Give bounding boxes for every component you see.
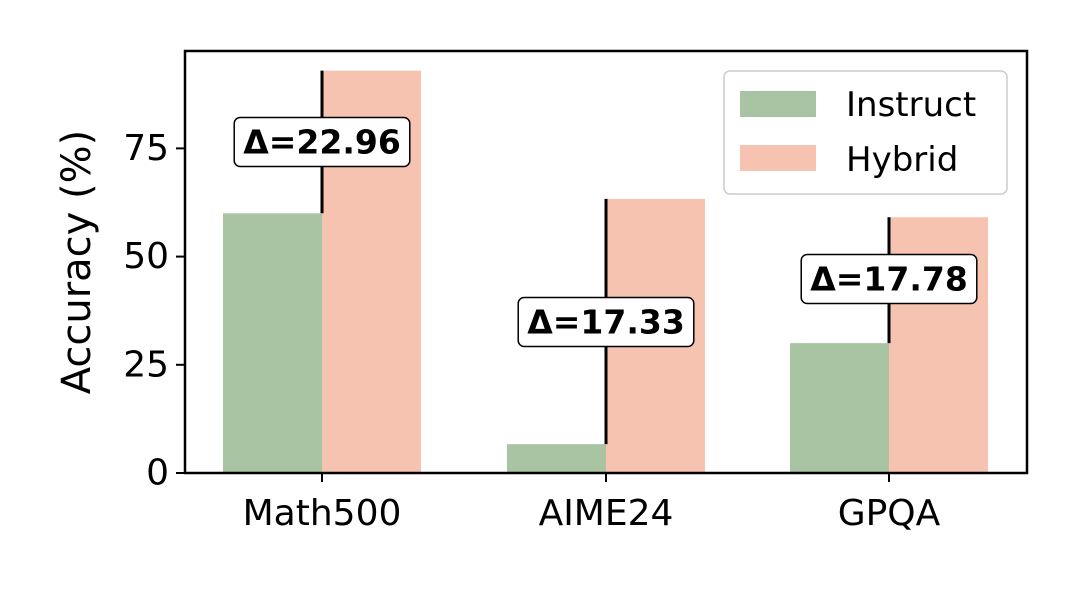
delta-label: Δ=17.78 (810, 260, 968, 299)
delta-annotation-gpqa: Δ=17.78 (800, 253, 978, 305)
delta-box (517, 296, 695, 348)
legend-swatch-instruct (740, 91, 816, 117)
y-tick-label-75: 75 (123, 128, 169, 169)
y-tick-label-50: 50 (123, 236, 169, 277)
x-tick-label-gpqa: GPQA (838, 493, 941, 534)
delta-label: Δ=17.33 (527, 303, 685, 342)
delta-box (233, 116, 411, 168)
x-axis: Math500 AIME24 GPQA (243, 473, 941, 534)
x-tick-label-math500: Math500 (243, 493, 402, 534)
y-tick-label-25: 25 (123, 344, 169, 385)
legend: Instruct Hybrid (723, 70, 1008, 195)
bar-instruct-aime24 (507, 444, 606, 473)
legend-swatch-hybrid (740, 145, 816, 171)
y-axis: 0 25 50 75 (123, 128, 185, 494)
delta-annotation-math500: Δ=22.96 (233, 116, 411, 168)
delta-annotation-aime24: Δ=17.33 (517, 296, 695, 348)
legend-label-hybrid: Hybrid (846, 140, 958, 180)
bar-instruct-math500 (223, 213, 322, 474)
delta-box (800, 253, 978, 305)
delta-annotations: Δ=22.96 Δ=17.33 Δ=17.78 (233, 116, 978, 348)
y-tick-label-0: 0 (146, 453, 169, 494)
x-tick-label-aime24: AIME24 (539, 493, 674, 534)
legend-label-instruct: Instruct (846, 85, 976, 125)
y-axis-title: Accuracy (%) (54, 130, 100, 395)
delta-label: Δ=22.96 (243, 123, 401, 162)
bar-instruct-gpqa (790, 343, 889, 473)
